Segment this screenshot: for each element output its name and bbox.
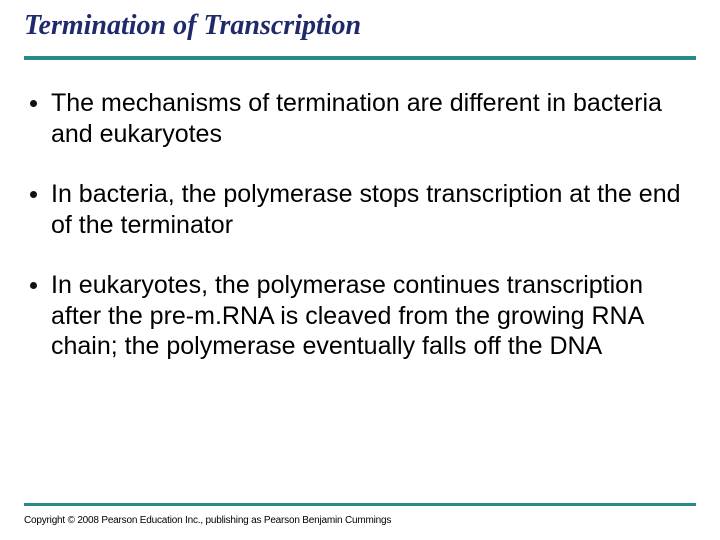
bullet-text: The mechanisms of termination are differ… — [51, 88, 692, 149]
bullet-icon — [30, 282, 37, 289]
bullet-icon — [30, 100, 37, 107]
title-divider — [24, 56, 696, 60]
bullet-text: In eukaryotes, the polymerase continues … — [51, 270, 692, 362]
bullet-icon — [30, 191, 37, 198]
footer-divider — [24, 503, 696, 506]
list-item: In eukaryotes, the polymerase continues … — [30, 270, 692, 362]
slide-container: Termination of Transcription The mechani… — [0, 0, 720, 540]
bullet-list: The mechanisms of termination are differ… — [24, 88, 696, 362]
copyright-text: Copyright © 2008 Pearson Education Inc.,… — [24, 515, 391, 526]
bullet-text: In bacteria, the polymerase stops transc… — [51, 179, 692, 240]
list-item: In bacteria, the polymerase stops transc… — [30, 179, 692, 240]
list-item: The mechanisms of termination are differ… — [30, 88, 692, 149]
slide-title: Termination of Transcription — [24, 10, 696, 42]
